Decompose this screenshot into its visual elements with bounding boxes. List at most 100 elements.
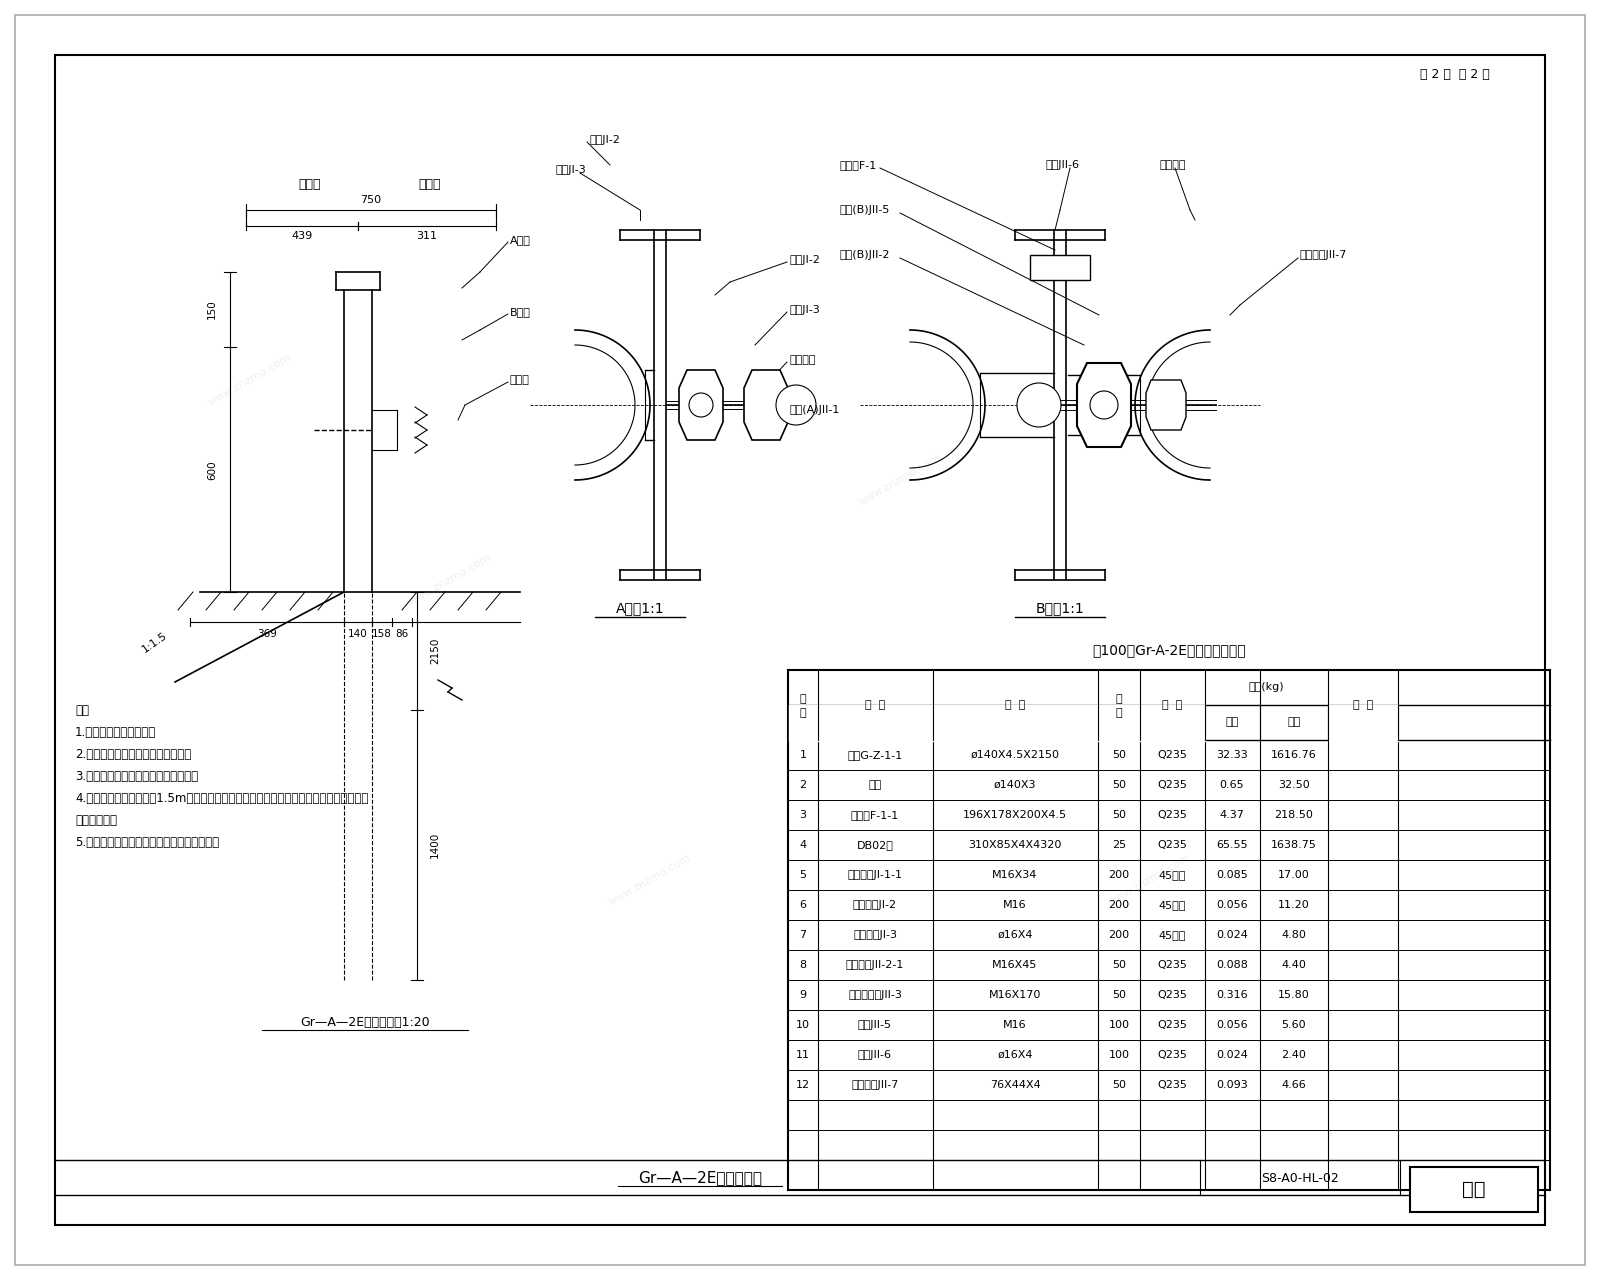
Text: 防阻块: 防阻块 (510, 375, 530, 385)
Text: 螺母JI-2: 螺母JI-2 (590, 134, 621, 145)
Text: 5.60: 5.60 (1282, 1020, 1306, 1030)
Text: 备  注: 备 注 (1354, 700, 1373, 710)
Text: 2150: 2150 (430, 637, 440, 664)
Circle shape (690, 393, 714, 417)
Text: 200: 200 (1109, 931, 1130, 940)
Polygon shape (744, 370, 787, 440)
Text: ø16X4: ø16X4 (997, 931, 1032, 940)
Text: 拼接螺栋JI-1-1: 拼接螺栋JI-1-1 (848, 870, 902, 881)
Text: 50: 50 (1112, 810, 1126, 820)
Text: 横梁垫片JII-7: 横梁垫片JII-7 (851, 1080, 899, 1091)
Text: 4.37: 4.37 (1219, 810, 1245, 820)
Text: Q235: Q235 (1157, 780, 1187, 790)
Text: 32.33: 32.33 (1216, 750, 1248, 760)
Text: 连接螺栋JII-2-1: 连接螺栋JII-2-1 (846, 960, 904, 970)
Text: 规  格: 规 格 (1005, 700, 1026, 710)
Text: A节点1:1: A节点1:1 (616, 602, 664, 614)
Text: 1:1.5: 1:1.5 (141, 630, 170, 654)
Text: DB02板: DB02板 (856, 840, 893, 850)
Text: M16X34: M16X34 (992, 870, 1038, 881)
Text: 45号钟: 45号钟 (1158, 931, 1186, 940)
Text: 8: 8 (800, 960, 806, 970)
Text: 注：: 注： (75, 704, 90, 717)
Text: 600: 600 (206, 461, 218, 480)
Text: 螺母(B)JII-5: 螺母(B)JII-5 (840, 205, 890, 215)
Text: 横梁垫片JII-7: 横梁垫片JII-7 (1299, 250, 1347, 260)
Text: www.znzmo.com: www.znzmo.com (606, 852, 693, 908)
Polygon shape (1146, 380, 1186, 430)
Text: 1616.76: 1616.76 (1270, 750, 1317, 760)
Text: 拼接帪圈JI-3: 拼接帪圈JI-3 (853, 931, 898, 940)
Text: 750: 750 (360, 195, 381, 205)
Text: 3: 3 (800, 810, 806, 820)
Text: 2.40: 2.40 (1282, 1050, 1307, 1060)
Text: 0.316: 0.316 (1216, 989, 1248, 1000)
Text: 11.20: 11.20 (1278, 900, 1310, 910)
Text: 50: 50 (1112, 750, 1126, 760)
Text: Q235: Q235 (1157, 750, 1187, 760)
Text: 25: 25 (1112, 840, 1126, 850)
Text: 防阻块F-1: 防阻块F-1 (840, 160, 877, 170)
Text: Q235: Q235 (1157, 1080, 1187, 1091)
Text: www.znzmo.com: www.znzmo.com (406, 552, 493, 608)
Text: M16X170: M16X170 (989, 989, 1042, 1000)
Text: 311: 311 (416, 230, 437, 241)
Text: www.znzmo.com: www.znzmo.com (206, 352, 293, 408)
Text: 螺栋(B)JII-2: 螺栋(B)JII-2 (840, 250, 891, 260)
Text: 140: 140 (349, 628, 368, 639)
Text: Q235: Q235 (1157, 840, 1187, 850)
Text: Gr—A—2E护栏设计图: Gr—A—2E护栏设计图 (638, 1170, 762, 1185)
Text: 5.本图运用于路侧土方小半径路活护检设置。: 5.本图运用于路侧土方小半径路活护检设置。 (75, 836, 219, 849)
Text: 柱帽: 柱帽 (869, 780, 882, 790)
Text: 65.55: 65.55 (1216, 840, 1248, 850)
Text: B节点: B节点 (510, 307, 531, 317)
Text: 4: 4 (800, 840, 806, 850)
Text: 立柱G-Z-1-1: 立柱G-Z-1-1 (848, 750, 902, 760)
Text: ø16X4: ø16X4 (997, 1050, 1032, 1060)
Text: 柱撑JI-3: 柱撑JI-3 (555, 165, 586, 175)
Text: Q235: Q235 (1157, 810, 1187, 820)
Text: 0.093: 0.093 (1216, 1080, 1248, 1091)
Text: 0.024: 0.024 (1216, 1050, 1248, 1060)
Text: 9: 9 (800, 989, 806, 1000)
Text: 2.横梁的路由方向与行车方向一致；: 2.横梁的路由方向与行车方向一致； (75, 748, 192, 760)
Text: 11: 11 (797, 1050, 810, 1060)
Text: 12: 12 (795, 1080, 810, 1091)
Text: S8-A0-HL-02: S8-A0-HL-02 (1261, 1171, 1339, 1184)
Bar (1410, 1167, 1538, 1212)
Text: Q235: Q235 (1157, 989, 1187, 1000)
Text: www.znzmo.com: www.znzmo.com (1107, 852, 1194, 908)
Text: 名  称: 名 称 (866, 700, 885, 710)
Text: 帪圈JI-3: 帪圈JI-3 (790, 305, 821, 315)
Text: 15.80: 15.80 (1278, 989, 1310, 1000)
Text: ø140X4.5X2150: ø140X4.5X2150 (971, 750, 1059, 760)
Text: Q235: Q235 (1157, 960, 1187, 970)
Text: A节点: A节点 (510, 236, 531, 244)
Text: 单件: 单件 (1226, 718, 1238, 727)
Text: Gr—A—2E横断位置图1:20: Gr—A—2E横断位置图1:20 (301, 1015, 430, 1029)
Text: 196X178X200X4.5: 196X178X200X4.5 (963, 810, 1067, 820)
Text: 螺母JII-5: 螺母JII-5 (858, 1020, 893, 1030)
Text: 150: 150 (206, 300, 218, 319)
Text: Q235: Q235 (1157, 1020, 1187, 1030)
Text: 0.65: 0.65 (1219, 780, 1245, 790)
Text: 土路肩: 土路肩 (299, 178, 322, 192)
Text: 波形梁板: 波形梁板 (790, 355, 816, 365)
Text: 45号钟: 45号钟 (1158, 900, 1186, 910)
Text: 6: 6 (800, 900, 806, 910)
Text: 4.66: 4.66 (1282, 1080, 1306, 1091)
Text: M16: M16 (1003, 900, 1027, 910)
Polygon shape (678, 370, 723, 440)
Text: 每100米Gr-A-2E护栏材料数量表: 每100米Gr-A-2E护栏材料数量表 (1093, 643, 1246, 657)
Text: 总计: 总计 (1288, 718, 1301, 727)
Text: M16: M16 (1003, 1020, 1027, 1030)
Text: 200: 200 (1109, 870, 1130, 881)
Text: 4.所有键护栏立柱基础至1.5m范围内的墙土压实度应达到《公路工程技术标准》所规定的: 4.所有键护栏立柱基础至1.5m范围内的墙土压实度应达到《公路工程技术标准》所规… (75, 791, 368, 805)
Text: 帪圈JII-6: 帪圈JII-6 (1045, 160, 1078, 170)
Text: 知束: 知束 (1462, 1179, 1486, 1198)
Text: 材  料: 材 料 (1162, 700, 1182, 710)
Text: 4.40: 4.40 (1282, 960, 1307, 970)
Text: 100: 100 (1109, 1050, 1130, 1060)
Circle shape (1090, 390, 1118, 419)
Text: 0.056: 0.056 (1216, 900, 1248, 910)
